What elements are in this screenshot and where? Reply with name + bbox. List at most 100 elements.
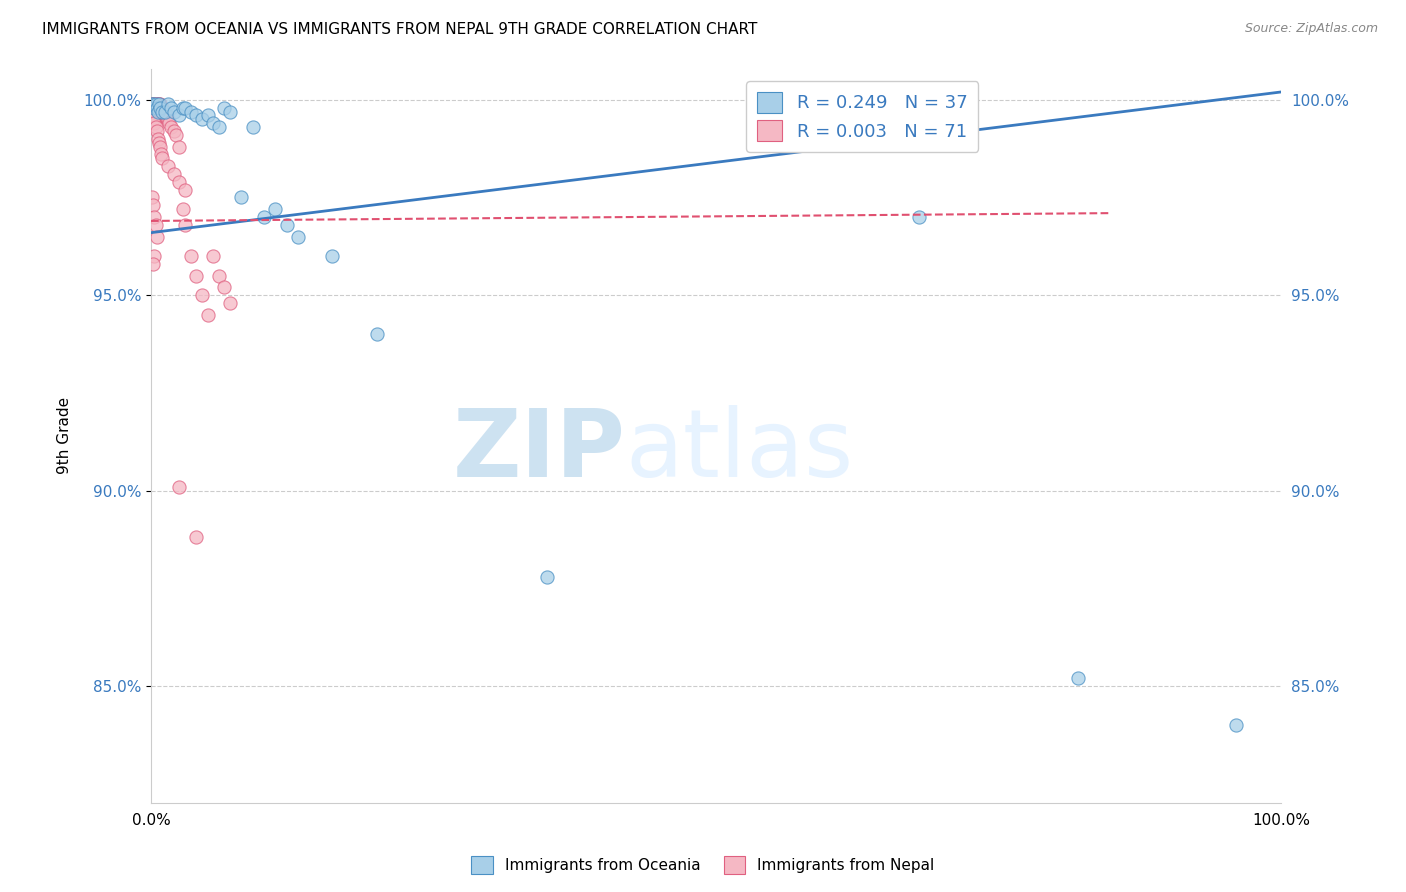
Point	[242, 120, 264, 135]
Text: ZIP: ZIP	[453, 405, 626, 497]
Point	[202, 116, 225, 130]
Point	[231, 190, 253, 204]
Point	[169, 175, 191, 189]
Point	[150, 101, 173, 115]
Point	[145, 104, 167, 119]
Point	[146, 132, 169, 146]
Point	[174, 101, 197, 115]
Point	[146, 104, 169, 119]
Point	[165, 128, 187, 142]
Point	[146, 104, 169, 119]
Point	[148, 96, 170, 111]
Point	[142, 104, 165, 119]
Point	[141, 96, 163, 111]
Point	[150, 108, 173, 122]
Point	[145, 96, 167, 111]
Point	[174, 183, 197, 197]
Text: IMMIGRANTS FROM OCEANIA VS IMMIGRANTS FROM NEPAL 9TH GRADE CORRELATION CHART: IMMIGRANTS FROM OCEANIA VS IMMIGRANTS FR…	[42, 22, 758, 37]
Point	[143, 210, 166, 224]
Point	[149, 108, 172, 122]
Point	[160, 120, 183, 135]
Point	[156, 112, 179, 127]
Point	[143, 96, 166, 111]
Point	[169, 480, 191, 494]
Point	[143, 104, 166, 119]
Point	[148, 101, 170, 115]
Point	[1066, 671, 1088, 685]
Point	[148, 96, 170, 111]
Point	[143, 101, 166, 115]
Point	[169, 108, 191, 122]
Point	[145, 120, 167, 135]
Point	[276, 218, 298, 232]
Point	[142, 112, 165, 127]
Point	[162, 124, 184, 138]
Point	[197, 108, 219, 122]
Point	[162, 104, 184, 119]
Point	[141, 108, 163, 122]
Point	[172, 101, 194, 115]
Point	[186, 531, 208, 545]
Point	[208, 120, 231, 135]
Point	[149, 104, 172, 119]
Text: atlas: atlas	[626, 405, 853, 497]
Point	[174, 218, 197, 232]
Point	[142, 257, 165, 271]
Point	[863, 96, 886, 111]
Y-axis label: 9th Grade: 9th Grade	[58, 397, 72, 475]
Point	[155, 108, 177, 122]
Text: Source: ZipAtlas.com: Source: ZipAtlas.com	[1244, 22, 1378, 36]
Legend: Immigrants from Oceania, Immigrants from Nepal: Immigrants from Oceania, Immigrants from…	[465, 850, 941, 880]
Point	[142, 198, 165, 212]
Point	[145, 218, 167, 232]
Point	[219, 296, 242, 310]
Point	[156, 96, 179, 111]
Point	[186, 268, 208, 283]
Point	[143, 116, 166, 130]
Point	[214, 280, 236, 294]
Point	[141, 101, 163, 115]
Point	[366, 327, 388, 342]
Legend: R = 0.249   N = 37, R = 0.003   N = 71: R = 0.249 N = 37, R = 0.003 N = 71	[747, 81, 979, 152]
Point	[146, 101, 169, 115]
Point	[153, 104, 176, 119]
Point	[287, 229, 309, 244]
Point	[148, 136, 170, 150]
Point	[191, 288, 214, 302]
Point	[253, 210, 276, 224]
Point	[145, 229, 167, 244]
Point	[141, 190, 163, 204]
Point	[149, 101, 172, 115]
Point	[152, 108, 174, 122]
Point	[150, 147, 173, 161]
Point	[214, 101, 236, 115]
Point	[143, 249, 166, 263]
Point	[156, 112, 179, 127]
Point	[219, 104, 242, 119]
Point	[264, 202, 287, 217]
Point	[149, 101, 172, 115]
Point	[142, 101, 165, 115]
Point	[162, 167, 184, 181]
Point	[142, 96, 165, 111]
Point	[197, 308, 219, 322]
Point	[145, 101, 167, 115]
Point	[146, 96, 169, 111]
Point	[145, 96, 167, 111]
Point	[149, 139, 172, 153]
Point	[156, 159, 179, 173]
Point	[150, 152, 173, 166]
Point	[141, 96, 163, 111]
Point	[145, 104, 167, 119]
Point	[145, 101, 167, 115]
Point	[169, 139, 191, 153]
Point	[908, 210, 931, 224]
Point	[145, 124, 167, 138]
Point	[150, 104, 173, 119]
Point	[321, 249, 343, 263]
Point	[148, 104, 170, 119]
Point	[150, 101, 173, 115]
Point	[149, 96, 172, 111]
Point	[208, 268, 231, 283]
Point	[202, 249, 225, 263]
